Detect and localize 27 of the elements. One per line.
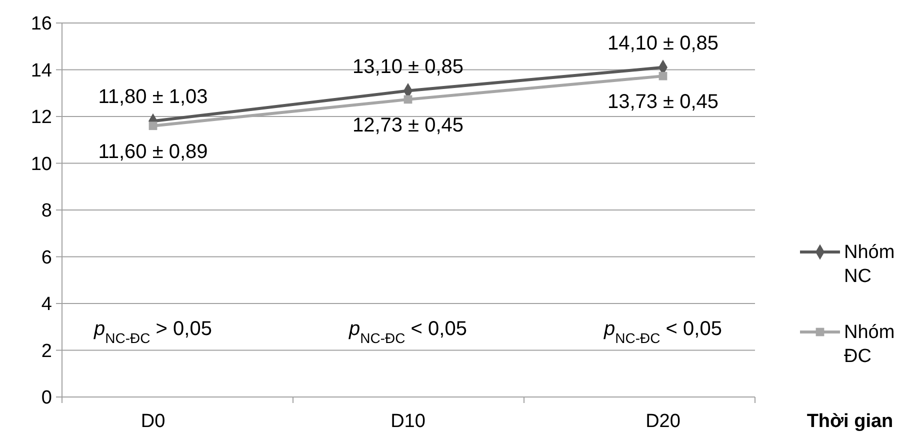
data-label: 11,80 ± 1,03 — [98, 86, 208, 108]
x-tick-label: D20 — [646, 411, 680, 432]
y-tick-label: 14 — [30, 60, 52, 82]
x-tick-label: D10 — [390, 411, 426, 432]
y-tick-label: 2 — [41, 340, 52, 362]
point — [658, 72, 668, 80]
legend-label: Nhóm ĐC — [844, 322, 895, 367]
data-label: 13,73 ± 0,45 — [607, 91, 719, 114]
data-label: 14,10 ± 0,85 — [607, 32, 719, 54]
data-label: 12,73 ± 0,45 — [352, 114, 464, 136]
data-label: 13,10 ± 0,85 — [352, 56, 464, 78]
point — [148, 122, 158, 130]
point — [404, 95, 412, 104]
data-label: 11,60 ± 0,89 — [98, 140, 208, 163]
annotation: p$_{NC-ĐC}$ < 0,05 — [603, 318, 722, 346]
legend-label: Nhóm NC — [844, 242, 895, 287]
y-tick-label: 0 — [41, 388, 52, 409]
annotation: p$_{NC-ĐC}$ > 0,05 — [93, 318, 212, 346]
y-tick-label: 8 — [41, 200, 52, 222]
y-tick-label: 4 — [41, 294, 52, 316]
x-tick-label: D0 — [140, 411, 166, 432]
y-tick-label: 10 — [30, 154, 52, 175]
y-tick-label: 16 — [30, 14, 52, 35]
annotation: p$_{NC-ĐC}$ < 0,05 — [348, 318, 467, 346]
y-tick-label: 6 — [41, 247, 52, 268]
y-tick-label: 12 — [30, 107, 52, 128]
x-axis-title: Thời gian — [806, 411, 894, 432]
